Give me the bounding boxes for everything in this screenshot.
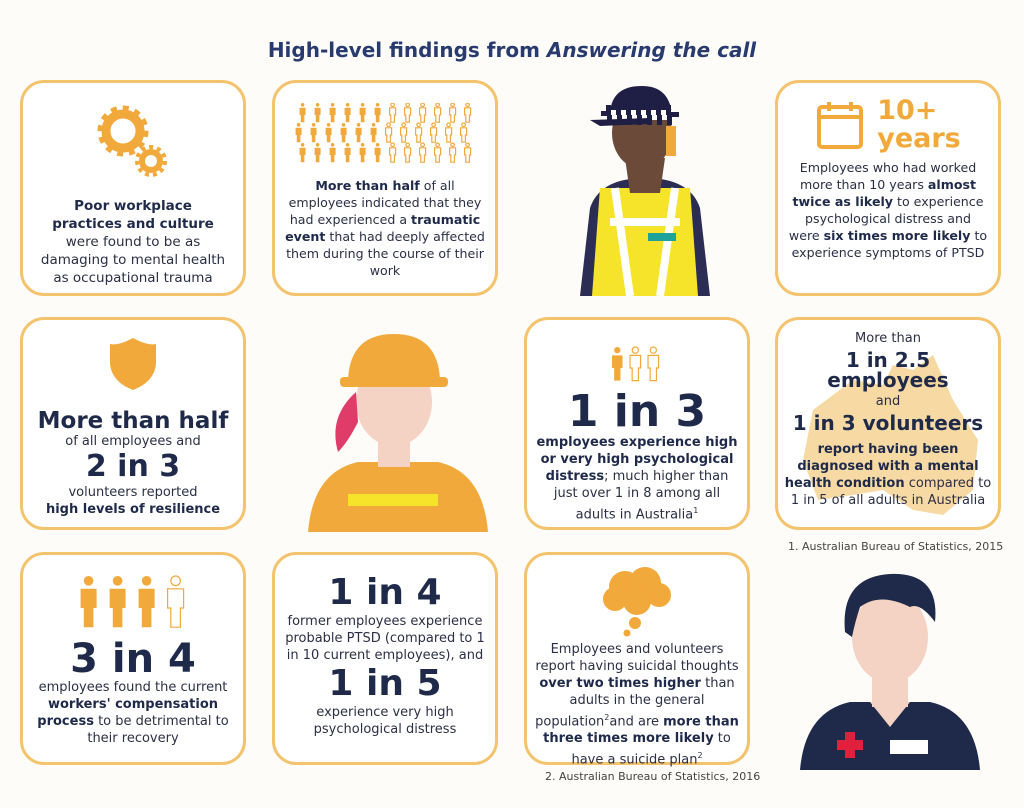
person-icon xyxy=(359,143,366,163)
card-10-years: 10+ years Employees who had worked more t… xyxy=(775,80,1001,296)
australia-map-icon xyxy=(803,355,978,515)
person-icon xyxy=(329,103,336,123)
card-workplace-practices: Poor workplace practices and culture wer… xyxy=(20,80,246,296)
person-icon xyxy=(314,103,321,123)
card-psychological-distress: 1 in 3 employees experience high or very… xyxy=(524,317,750,530)
person-icon xyxy=(340,123,347,143)
person-icon xyxy=(385,122,393,143)
person-icon xyxy=(310,123,317,143)
firefighter-illustration xyxy=(308,334,488,532)
card-traumatic-event: More than half of all employees indicate… xyxy=(272,80,498,296)
thought-cloud-icon xyxy=(603,567,671,637)
person-icon xyxy=(295,123,302,143)
calendar-icon xyxy=(817,102,864,149)
card-ptsd: 1 in 4 former employees experience proba… xyxy=(272,552,498,765)
person-icon xyxy=(430,122,438,143)
footnote-1: 1. Australian Bureau of Statistics, 2015 xyxy=(788,540,1004,553)
card-resilience: More than half of all employees and 2 in… xyxy=(20,317,246,530)
person-icon xyxy=(374,103,381,123)
people-1-of-3-icon xyxy=(612,346,660,382)
people-3-of-4-icon xyxy=(80,575,185,628)
card-suicidal-thoughts: Employees and volunteers report having s… xyxy=(524,552,750,768)
card-diagnosed: More than 1 in 2.5 employees and 1 in 3 … xyxy=(775,317,1001,530)
person-icon xyxy=(167,575,185,628)
person-icon xyxy=(464,142,472,163)
person-icon xyxy=(434,103,442,123)
people-grid-icon xyxy=(295,103,472,163)
card-workers-compensation: 3 in 4 employees found the current worke… xyxy=(20,552,246,765)
person-icon xyxy=(138,576,155,628)
person-icon xyxy=(464,103,472,123)
person-icon xyxy=(419,142,427,163)
person-icon xyxy=(389,142,397,163)
person-icon xyxy=(325,123,332,143)
person-icon xyxy=(445,122,453,143)
person-icon xyxy=(389,103,397,123)
person-icon xyxy=(344,103,351,123)
person-icon xyxy=(359,103,366,123)
person-icon xyxy=(355,123,362,143)
page-title: High-level findings from Answering the c… xyxy=(267,38,757,62)
person-icon xyxy=(109,576,126,628)
shield-icon xyxy=(110,338,156,390)
person-icon xyxy=(329,143,336,163)
person-icon xyxy=(314,143,321,163)
person-icon xyxy=(299,103,306,123)
person-icon xyxy=(629,346,642,382)
person-icon xyxy=(374,143,381,163)
person-icon xyxy=(400,122,408,143)
person-icon xyxy=(344,143,351,163)
footnote-2: 2. Australian Bureau of Statistics, 2016 xyxy=(545,770,761,783)
person-icon xyxy=(404,142,412,163)
person-icon xyxy=(434,142,442,163)
gears-icon xyxy=(97,105,167,177)
person-icon xyxy=(415,122,423,143)
person-icon xyxy=(647,346,660,382)
person-icon xyxy=(404,103,412,123)
person-icon xyxy=(460,122,468,143)
person-icon xyxy=(449,142,457,163)
person-icon xyxy=(419,103,427,123)
person-icon xyxy=(80,576,97,628)
person-icon xyxy=(370,123,377,143)
person-icon xyxy=(612,347,623,381)
person-icon xyxy=(299,143,306,163)
paramedic-illustration xyxy=(800,573,980,770)
police-officer-illustration xyxy=(580,86,710,296)
person-icon xyxy=(449,103,457,123)
